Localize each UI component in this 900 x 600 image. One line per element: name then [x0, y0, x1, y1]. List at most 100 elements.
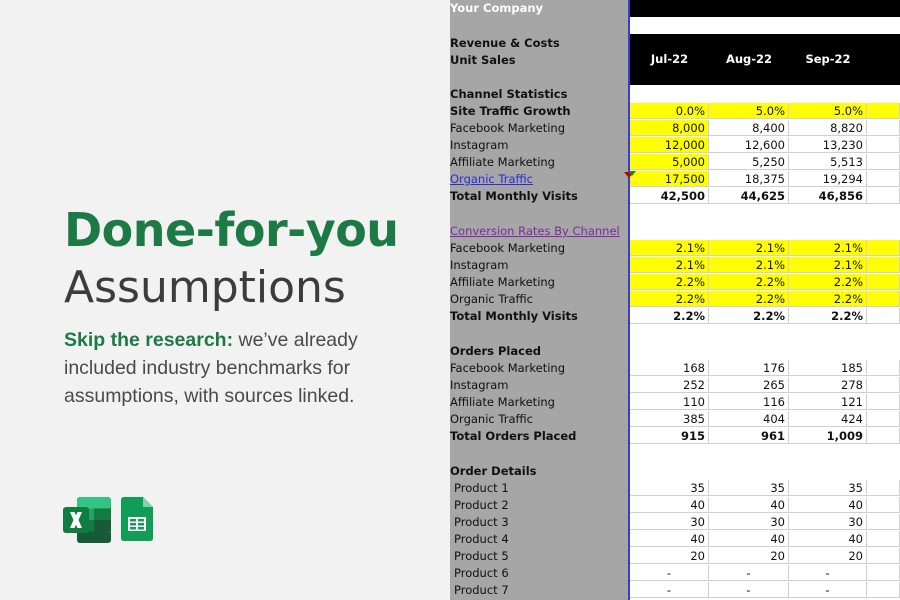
input-cell[interactable]: 2.1%	[630, 257, 709, 273]
value-cell[interactable]: 40	[630, 497, 709, 513]
value-cell[interactable]: 5,513	[789, 154, 867, 170]
table-row: Product 1 35 35 35	[450, 480, 900, 497]
value-cell[interactable]: 8,820	[789, 120, 867, 136]
value-cell[interactable]: 40	[789, 497, 867, 513]
total-cell[interactable]	[867, 188, 900, 204]
value-cell[interactable]: 30	[630, 514, 709, 530]
value-cell[interactable]: 252	[630, 377, 709, 393]
input-cell[interactable]: 5.0%	[789, 103, 867, 119]
input-cell[interactable]: 2.1%	[630, 240, 709, 256]
value-cell[interactable]: 40	[789, 531, 867, 547]
input-cell[interactable]: 2.2%	[789, 291, 867, 307]
total-cell[interactable]: 2.2%	[709, 308, 789, 324]
value-cell[interactable]	[867, 171, 900, 187]
value-cell[interactable]	[867, 514, 900, 530]
input-cell[interactable]	[867, 291, 900, 307]
value-cell[interactable]: 404	[709, 411, 789, 427]
value-cell[interactable]: 20	[630, 548, 709, 564]
value-cell[interactable]: -	[789, 582, 867, 598]
value-cell[interactable]	[867, 137, 900, 153]
input-cell[interactable]	[867, 257, 900, 273]
value-cell[interactable]: -	[630, 565, 709, 581]
total-cell[interactable]: 46,856	[789, 188, 867, 204]
total-cell[interactable]: 42,500	[630, 188, 709, 204]
value-cell[interactable]: 116	[709, 394, 789, 410]
value-cell[interactable]: 385	[630, 411, 709, 427]
value-cell[interactable]: 18,375	[709, 171, 789, 187]
total-cell[interactable]	[867, 308, 900, 324]
input-cell[interactable]	[867, 240, 900, 256]
value-cell[interactable]: 168	[630, 360, 709, 376]
total-cell[interactable]: 2.2%	[789, 308, 867, 324]
month-header: Sep-22	[805, 52, 851, 66]
input-cell[interactable]: 2.2%	[789, 274, 867, 290]
total-cell[interactable]: 915	[630, 428, 709, 444]
value-cell[interactable]: 19,294	[789, 171, 867, 187]
total-cell[interactable]: 1,009	[789, 428, 867, 444]
total-cell[interactable]: 961	[709, 428, 789, 444]
input-cell[interactable]: 2.2%	[630, 274, 709, 290]
value-cell[interactable]: 40	[630, 531, 709, 547]
value-cell[interactable]	[867, 565, 900, 581]
value-cell[interactable]: 5,250	[709, 154, 789, 170]
value-cell[interactable]: 8,400	[709, 120, 789, 136]
value-cell[interactable]: 30	[789, 514, 867, 530]
value-cell[interactable]: 13,230	[789, 137, 867, 153]
value-cell[interactable]	[867, 480, 900, 496]
value-cell[interactable]: 35	[789, 480, 867, 496]
input-cell[interactable]	[867, 274, 900, 290]
total-cell[interactable]: 44,625	[709, 188, 789, 204]
value-cell[interactable]: 278	[789, 377, 867, 393]
input-cell[interactable]	[867, 103, 900, 119]
value-cell[interactable]: -	[630, 582, 709, 598]
value-cell[interactable]: 176	[709, 360, 789, 376]
value-cell[interactable]: 35	[630, 480, 709, 496]
value-cell[interactable]: 185	[789, 360, 867, 376]
value-cell[interactable]: 40	[709, 531, 789, 547]
value-cell[interactable]: 40	[709, 497, 789, 513]
value-cell[interactable]: -	[709, 582, 789, 598]
value-cell[interactable]	[867, 497, 900, 513]
value-cell[interactable]: 20	[789, 548, 867, 564]
value-cell[interactable]: 110	[630, 394, 709, 410]
value-cell[interactable]: 265	[709, 377, 789, 393]
total-cell[interactable]: 2.2%	[630, 308, 709, 324]
input-cell[interactable]: 5,000	[630, 154, 709, 170]
value-cell[interactable]	[867, 582, 900, 598]
source-link[interactable]: Conversion Rates By Channel	[450, 224, 620, 238]
value-cell[interactable]: -	[789, 565, 867, 581]
source-link[interactable]: Organic Traffic	[450, 172, 533, 186]
value-cell[interactable]: 30	[709, 514, 789, 530]
total-cell[interactable]	[867, 428, 900, 444]
value-cell[interactable]	[867, 377, 900, 393]
input-cell[interactable]: 12,000	[630, 137, 709, 153]
value-cell[interactable]	[867, 411, 900, 427]
value-cell[interactable]	[867, 120, 900, 136]
promo-description: Skip the research: we’ve already include…	[64, 326, 434, 410]
value-cell[interactable]	[867, 394, 900, 410]
input-cell[interactable]: 8,000	[630, 120, 709, 136]
value-cell[interactable]: 12,600	[709, 137, 789, 153]
value-cell[interactable]: 121	[789, 394, 867, 410]
value-cell[interactable]	[867, 531, 900, 547]
value-cell[interactable]: 35	[709, 480, 789, 496]
input-cell[interactable]: 2.2%	[709, 274, 789, 290]
input-cell[interactable]: 2.1%	[789, 257, 867, 273]
note-marker-icon[interactable]	[628, 171, 636, 176]
input-cell[interactable]: 2.2%	[630, 291, 709, 307]
input-cell[interactable]: 2.1%	[709, 240, 789, 256]
input-cell[interactable]: 2.1%	[789, 240, 867, 256]
row-label: Facebook Marketing	[450, 121, 566, 135]
value-cell[interactable]	[867, 154, 900, 170]
input-cell[interactable]: 0.0%	[630, 103, 709, 119]
input-cell[interactable]: 2.1%	[709, 257, 789, 273]
value-cell[interactable]: 424	[789, 411, 867, 427]
value-cell[interactable]	[867, 360, 900, 376]
table-row: Organic Traffic 2.2% 2.2% 2.2%	[450, 291, 900, 308]
value-cell[interactable]: 20	[709, 548, 789, 564]
input-cell[interactable]: 2.2%	[709, 291, 789, 307]
input-cell[interactable]: 17,500	[630, 171, 709, 187]
value-cell[interactable]: -	[709, 565, 789, 581]
value-cell[interactable]	[867, 548, 900, 564]
input-cell[interactable]: 5.0%	[709, 103, 789, 119]
